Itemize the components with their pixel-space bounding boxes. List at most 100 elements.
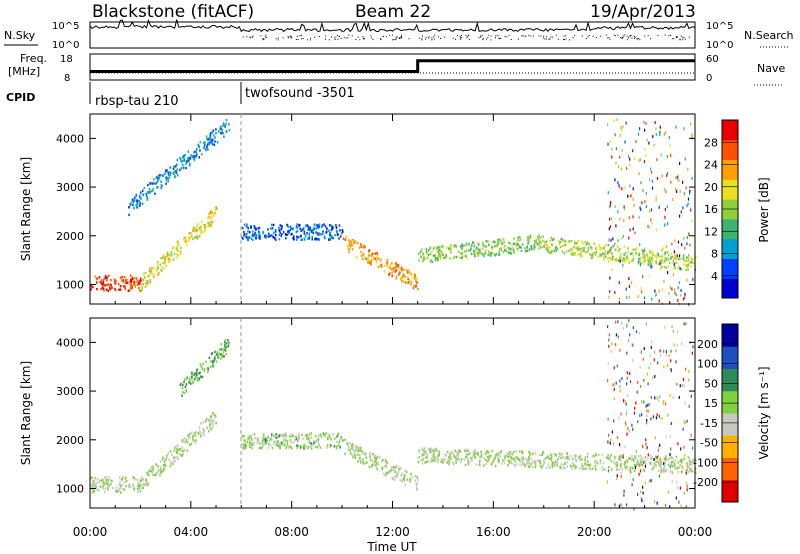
scatter-cell [219,125,222,128]
noise-cell [687,197,690,201]
scatter-cell [211,360,214,363]
scatter-cell [283,444,285,447]
scatter-cell [197,379,199,382]
noise-cell [664,223,666,227]
scatter-cell [132,203,134,207]
scatter-cell [447,456,450,459]
scatter-cell [460,256,462,260]
noise-cell [627,394,629,398]
scatter-cell [404,469,406,472]
scatter-cell [184,236,187,239]
scatter-cell [640,460,642,463]
scatter-cell [371,465,373,468]
scatter-cell [164,460,166,463]
scatter-cell [530,458,533,461]
scatter-cell [139,289,141,292]
scatter-cell [485,458,487,462]
scatter-cell [100,287,102,291]
scatter-cell [212,412,214,415]
noise-cell [629,163,631,167]
scatter-cell [353,241,356,244]
scatter-cell [292,434,294,438]
noise-cell [684,157,686,161]
colorbar-tick-label: 20 [704,181,718,194]
scatter-cell [420,248,423,251]
scatter-cell [651,259,654,263]
scatter-cell [149,267,151,270]
scatter-cell [322,432,325,435]
scatter-cell [205,417,208,421]
scatter-cell [192,435,194,438]
scatter-cell [657,461,660,464]
noise-cell [657,253,659,257]
noise-cell [615,161,617,165]
scatter-cell [307,225,309,228]
noise-cell [618,416,620,420]
noise-cell [634,466,636,470]
scatter-cell [382,458,384,462]
scatter-cell [276,436,278,439]
scatter-cell [308,235,311,238]
noise-cell [647,409,649,413]
scatter-cell [406,271,409,274]
noise-cell [650,218,652,222]
scatter-cell [254,231,256,235]
noise-cell [664,207,666,211]
scatter-cell [448,462,450,466]
scatter-cell [373,454,376,457]
scatter-cell [148,191,151,194]
noise-cell [643,249,646,253]
noise-cell [645,447,647,451]
scatter-cell [538,239,540,242]
noise-cell [660,267,662,271]
scatter-cell [436,449,439,452]
scatter-cell [392,270,395,273]
noise-cell [638,216,640,219]
scatter-cell [213,357,216,360]
scatter-cell [357,453,360,457]
scatter-cell [530,245,532,248]
scatter-cell [641,464,644,467]
scatter-cell [92,285,94,289]
scatter-cell [135,280,138,283]
scatter-cell [299,227,301,230]
noise-cell [659,349,661,353]
scatter-cell [534,466,537,469]
scatter-cell [641,255,644,258]
scatter-cell [595,250,598,253]
scatter-cell [664,258,667,262]
scatter-cell [133,196,136,199]
scatter-cell [421,462,424,465]
noise-cell [643,296,646,300]
scatter-cell [594,467,597,470]
scatter-cell [105,479,108,482]
scatter-cell [149,281,152,284]
scatter-cell [437,458,439,461]
scatter-cell [386,460,388,464]
noise-cell [654,436,656,440]
scatter-cell [539,465,542,468]
scatter-cell [650,457,652,461]
scatter-cell [551,463,553,467]
scatter-cell [263,442,266,446]
scatter-cell [682,254,685,257]
scatter-cell [520,246,522,249]
scatter-cell [345,235,347,238]
scatter-cell [100,479,102,482]
scatter-cell [660,261,662,264]
scatter-cell [685,468,688,472]
scatter-cell [275,436,277,439]
scatter-cell [661,265,663,269]
scatter-cell [437,454,440,458]
scatter-cell [574,252,576,255]
noise-cell [627,426,629,430]
scatter-cell [599,462,602,465]
noise-cell [654,289,656,293]
scatter-cell [191,155,194,158]
scatter-cell [585,251,587,254]
scatter-cell [110,482,112,486]
scatter-cell [640,261,642,264]
scatter-cell [608,455,610,458]
scatter-cell [471,455,474,458]
noise-cell [677,178,679,182]
